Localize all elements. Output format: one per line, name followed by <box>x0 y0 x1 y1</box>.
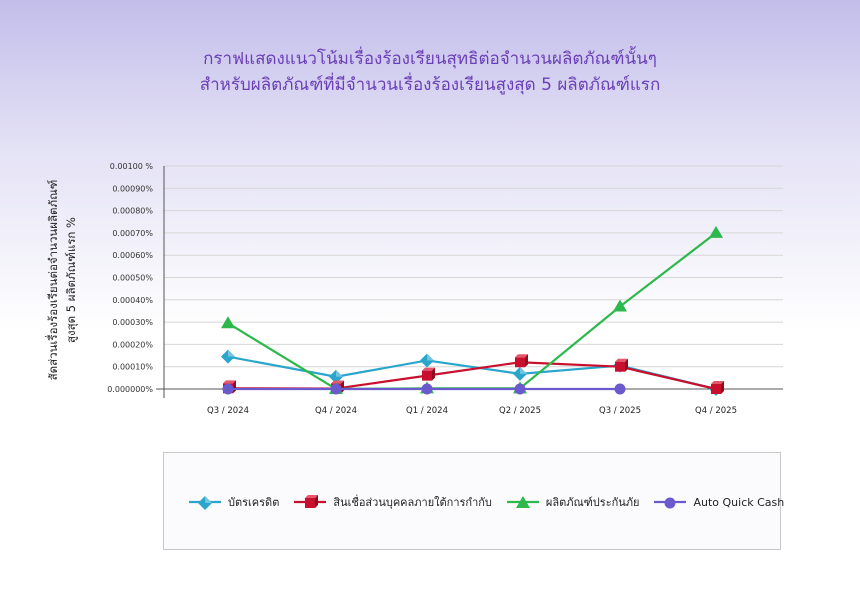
series-3 <box>222 383 626 395</box>
data-point <box>614 383 626 395</box>
data-point-side <box>341 380 344 394</box>
x-tick-label: Q2 / 2025 <box>499 406 541 416</box>
data-point <box>330 383 342 395</box>
legend-swatch <box>654 497 687 509</box>
y-tick-label: 0.000000% <box>107 385 153 394</box>
data-point <box>613 299 627 312</box>
series-group <box>221 225 724 396</box>
legend-label: สินเชื่อส่วนบุคคลภายใต้การกำกับ <box>333 496 492 509</box>
data-point-top <box>711 381 724 384</box>
data-point <box>514 383 526 395</box>
data-point <box>221 349 235 364</box>
legend-item: Auto Quick Cash <box>653 494 784 510</box>
x-tick-label: Q3 / 2024 <box>207 406 249 416</box>
data-point <box>615 361 625 372</box>
y-tick-label: 0.00100 % <box>110 162 154 171</box>
data-point-side <box>525 354 528 368</box>
y-tick-label: 0.00010% <box>112 363 153 372</box>
legend-label: Auto Quick Cash <box>693 495 785 509</box>
data-point <box>513 366 527 381</box>
data-point <box>709 225 723 238</box>
grid-lines <box>164 165 783 390</box>
y-tick-label: 0.00020% <box>112 340 153 349</box>
legend-swatch <box>189 496 221 510</box>
data-point-top <box>422 367 435 371</box>
axes <box>156 166 783 398</box>
legend-swatch-marker <box>515 496 530 508</box>
x-tick-label: Q4 / 2025 <box>695 406 737 416</box>
data-point <box>329 369 343 384</box>
legend-swatch <box>294 495 327 508</box>
legend-item: ผลิตภัณฑ์ประกันภัย <box>506 493 640 511</box>
data-point-side <box>432 367 435 381</box>
data-point <box>420 353 434 368</box>
legend-swatch-marker-side <box>315 495 319 508</box>
chart-title-line1: กราฟแสดงแนวโน้มเรื่องร้องเรียนสุทธิต่อจำ… <box>203 49 657 69</box>
data-point-side <box>721 381 724 394</box>
legend-item: สินเชื่อส่วนบุคคลภายใต้การกำกับ <box>293 493 492 511</box>
data-point-top <box>515 354 528 358</box>
data-point <box>221 316 235 329</box>
legend-swatch-marker <box>305 498 316 508</box>
y-tick-labels: 0.000000% 0.00010% 0.00020% 0.00030% 0.00040… <box>107 162 153 394</box>
x-tick-labels: Q3 / 2024 Q4 / 2024 Q1 / 2024 Q2 / 2025 Q3 /… <box>207 406 737 416</box>
x-tick-label: Q4 / 2024 <box>315 406 357 416</box>
x-tick-label: Q1 / 2024 <box>406 406 448 416</box>
legend-label: ผลิตภัณฑ์ประกันภัย <box>545 496 640 509</box>
legend-item: บัตรเครดิต <box>188 493 279 511</box>
series-line <box>227 232 717 391</box>
legend-swatch-marker-top <box>305 495 319 498</box>
legend-swatch-marker <box>198 496 212 510</box>
data-point <box>222 383 234 395</box>
data-point <box>515 357 525 368</box>
data-point <box>421 383 433 395</box>
chart-title-line2: สำหรับผลิตภัณฑ์ที่มีจำนวนเรื่องร้องเรียน… <box>199 75 661 95</box>
y-tick-label: 0.00050% <box>112 274 153 283</box>
legend-swatch-marker <box>664 497 676 509</box>
y-tick-label: 0.00080% <box>112 207 153 216</box>
y-tick-label: 0.00040% <box>112 296 153 305</box>
data-point-top <box>331 380 344 384</box>
y-tick-label: 0.00090% <box>112 184 153 193</box>
legend: บัตรเครดิต สินเชื่อส่วนบุคคลภายใต้การกำกั… <box>163 452 784 550</box>
y-tick-label: 0.00060% <box>112 251 153 260</box>
y-tick-label: 0.00070% <box>112 229 153 238</box>
x-tick-label: Q3 / 2025 <box>599 406 641 416</box>
line-chart: 0.000000% 0.00010% 0.00020% 0.00030% 0.00040… <box>107 162 783 416</box>
data-point <box>422 370 432 381</box>
legend-items: บัตรเครดิต สินเชื่อส่วนบุคคลภายใต้การกำกั… <box>188 493 798 511</box>
data-point <box>711 384 721 394</box>
legend-label: บัตรเครดิต <box>228 496 280 509</box>
data-point-side <box>625 358 628 372</box>
chart-title: กราฟแสดงแนวโน้มเรื่องร้องเรียนสุทธิต่อจำ… <box>0 46 860 98</box>
legend-swatch <box>506 496 539 508</box>
data-point-top <box>223 380 236 384</box>
y-tick-label: 0.00030% <box>112 318 153 327</box>
data-point-top <box>615 358 628 362</box>
